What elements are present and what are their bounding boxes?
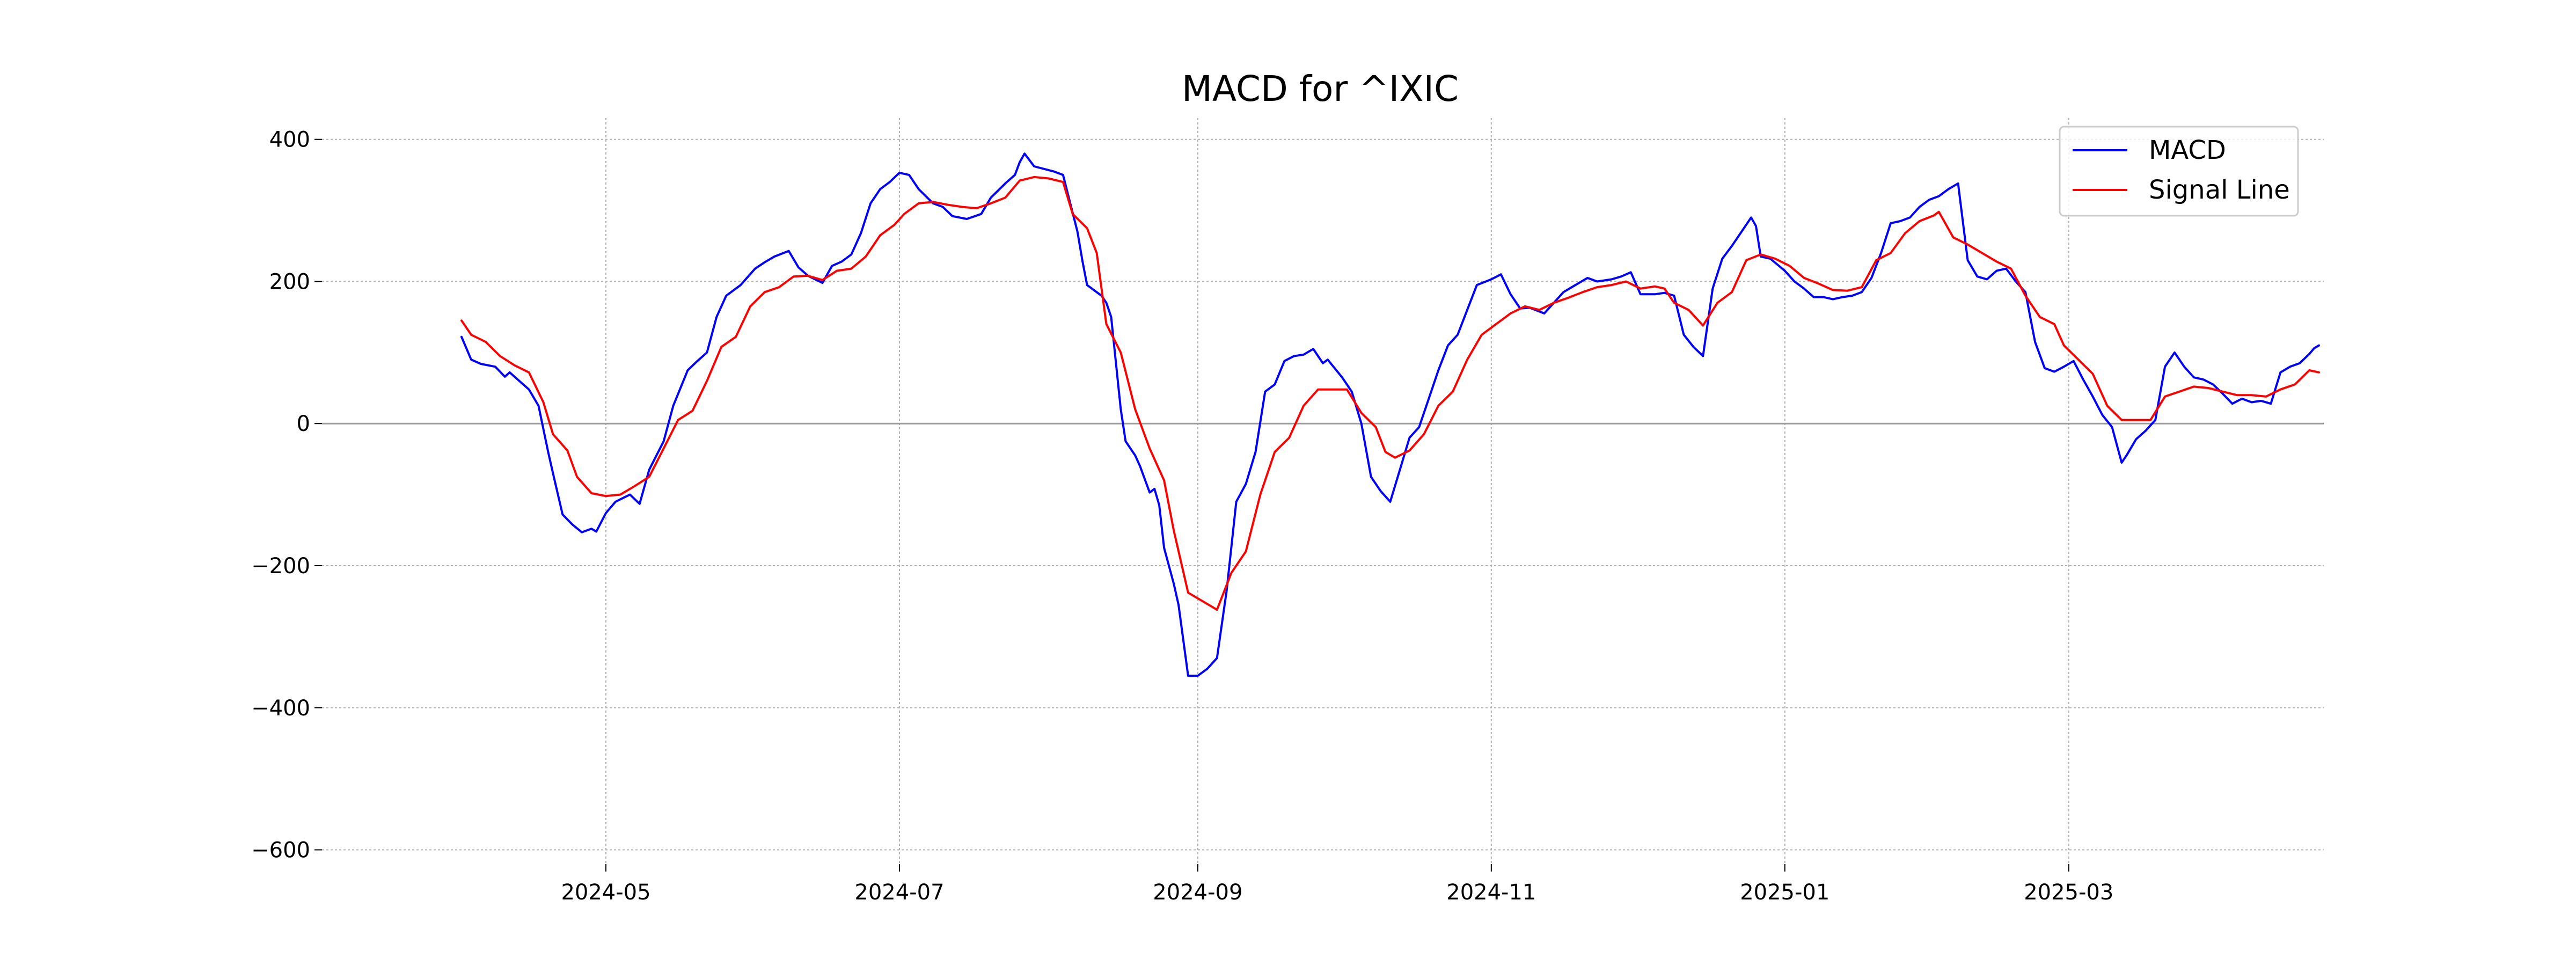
y-tick-label: 0: [297, 412, 310, 436]
legend: MACD Signal Line: [2059, 126, 2299, 217]
grid: [322, 118, 2324, 864]
x-tick-label: 2025-01: [1740, 880, 1829, 905]
chart-title: MACD for ^IXIC: [1182, 68, 1459, 109]
y-tick-label: 200: [269, 269, 310, 294]
x-tick-label: 2024-11: [1446, 880, 1536, 905]
axis-ticks: −600 −400 −200 0 200 400 2024-05 2024-07 2024-09…: [251, 128, 2113, 905]
x-tick-label: 2024-05: [561, 880, 650, 905]
x-tick-label: 2024-09: [1153, 880, 1242, 905]
y-tick-label: −600: [251, 838, 310, 863]
legend-signal-label: Signal Line: [2149, 175, 2290, 205]
signal-series-line: [460, 175, 2320, 611]
x-tick-label: 2024-07: [854, 880, 944, 905]
series: [460, 152, 2320, 677]
legend-box: [2059, 126, 2299, 217]
y-tick-label: −200: [251, 554, 310, 579]
y-tick-label: 400: [269, 128, 310, 152]
x-tick-label: 2025-03: [2024, 880, 2113, 905]
legend-macd-label: MACD: [2149, 135, 2226, 165]
y-tick-label: −400: [251, 696, 310, 721]
macd-series-line: [460, 152, 2320, 677]
